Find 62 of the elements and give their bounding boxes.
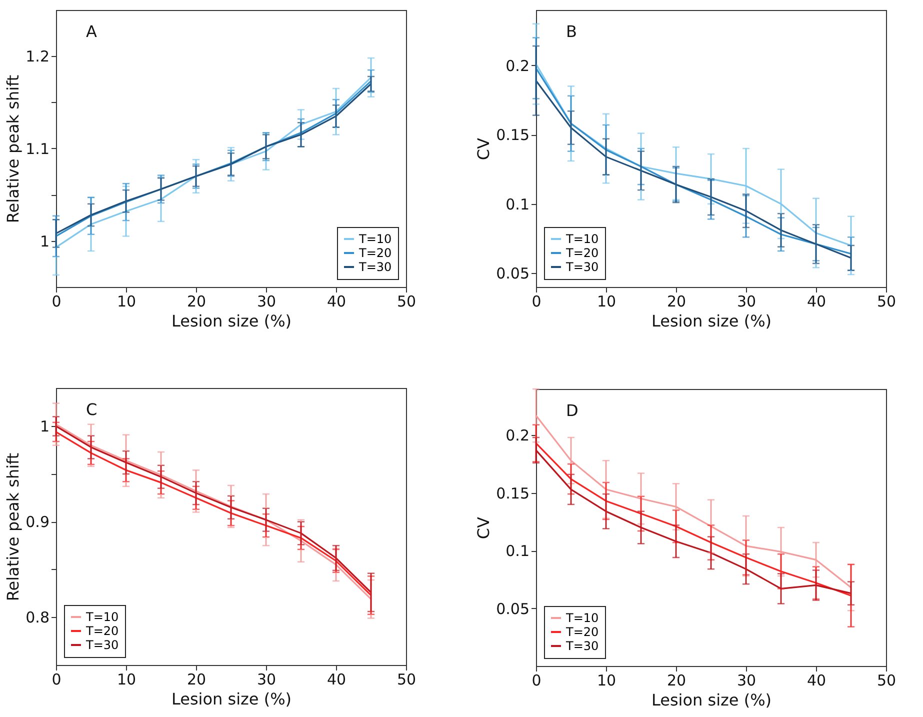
- annotation: A: [86, 22, 97, 41]
- x-tick-label: 40: [326, 670, 346, 688]
- x-tick-label: 0: [532, 292, 542, 310]
- y-tick-label: 0.1: [506, 542, 530, 560]
- x-tick-label: 40: [806, 292, 826, 310]
- y-axis-title: Relative peak shift: [4, 452, 23, 602]
- y-tick-label: 1: [40, 418, 50, 436]
- y-axis-title: Relative peak shift: [4, 74, 23, 224]
- x-tick-label: 40: [326, 292, 346, 310]
- y-tick-label: 0.2: [506, 426, 530, 445]
- x-tick-label: 30: [736, 672, 756, 690]
- y-tick-label: 0.9: [26, 513, 50, 532]
- y-tick-label: 0.05: [496, 264, 530, 283]
- x-tick-label: 10: [596, 292, 616, 310]
- legend-label: T=10: [358, 232, 392, 246]
- legend-label: T=20: [358, 246, 392, 260]
- y-tick-label: 0.05: [496, 600, 530, 618]
- legend-label: T=30: [358, 260, 392, 274]
- legend-label: T=10: [565, 232, 599, 246]
- y-axis-title: CV: [474, 138, 494, 160]
- x-axis-title: Lesion size (%): [651, 690, 772, 710]
- y-tick-label: 1.2: [26, 48, 50, 66]
- legend-label: T=20: [565, 246, 599, 260]
- x-tick-label: 20: [186, 292, 206, 310]
- annotation: C: [86, 400, 98, 419]
- x-tick-label: 10: [596, 672, 616, 690]
- x-axis-title: Lesion size (%): [171, 690, 292, 708]
- legend-label: T=20: [565, 625, 599, 639]
- x-tick-label: 40: [806, 672, 826, 690]
- y-tick-label: 0.15: [496, 484, 530, 502]
- y-tick-label: 1.1: [26, 140, 50, 158]
- y-tick-label: 0.8: [26, 608, 50, 627]
- x-tick-label: 50: [396, 292, 416, 310]
- legend-label: T=20: [85, 624, 119, 638]
- legend-label: T=10: [85, 610, 119, 624]
- x-tick-label: 20: [666, 672, 686, 690]
- x-tick-label: 30: [256, 670, 276, 688]
- x-tick-label: 20: [186, 670, 206, 688]
- x-tick-label: 50: [396, 670, 416, 688]
- x-tick-label: 50: [876, 672, 896, 690]
- y-tick-label: 1: [40, 232, 50, 250]
- x-tick-label: 0: [532, 672, 542, 690]
- y-tick-label: 0.2: [506, 56, 530, 75]
- y-axis-title: CV: [474, 516, 494, 540]
- legend-label: T=30: [85, 638, 119, 652]
- y-tick-label: 0.15: [496, 126, 530, 144]
- x-tick-label: 50: [876, 292, 896, 310]
- annotation: D: [566, 401, 578, 420]
- x-axis-title: Lesion size (%): [651, 312, 772, 330]
- x-tick-label: 30: [256, 292, 276, 310]
- x-tick-label: 30: [736, 292, 756, 310]
- x-tick-label: 10: [116, 670, 136, 688]
- x-tick-label: 20: [666, 292, 686, 310]
- x-tick-label: 0: [52, 670, 62, 688]
- legend-label: T=30: [565, 260, 599, 274]
- annotation: B: [566, 22, 577, 41]
- x-tick-label: 10: [116, 292, 136, 310]
- legend-label: T=30: [565, 639, 599, 653]
- x-tick-label: 0: [52, 292, 62, 310]
- x-axis-title: Lesion size (%): [171, 312, 292, 330]
- legend-label: T=10: [565, 611, 599, 625]
- y-tick-label: 0.1: [506, 195, 530, 214]
